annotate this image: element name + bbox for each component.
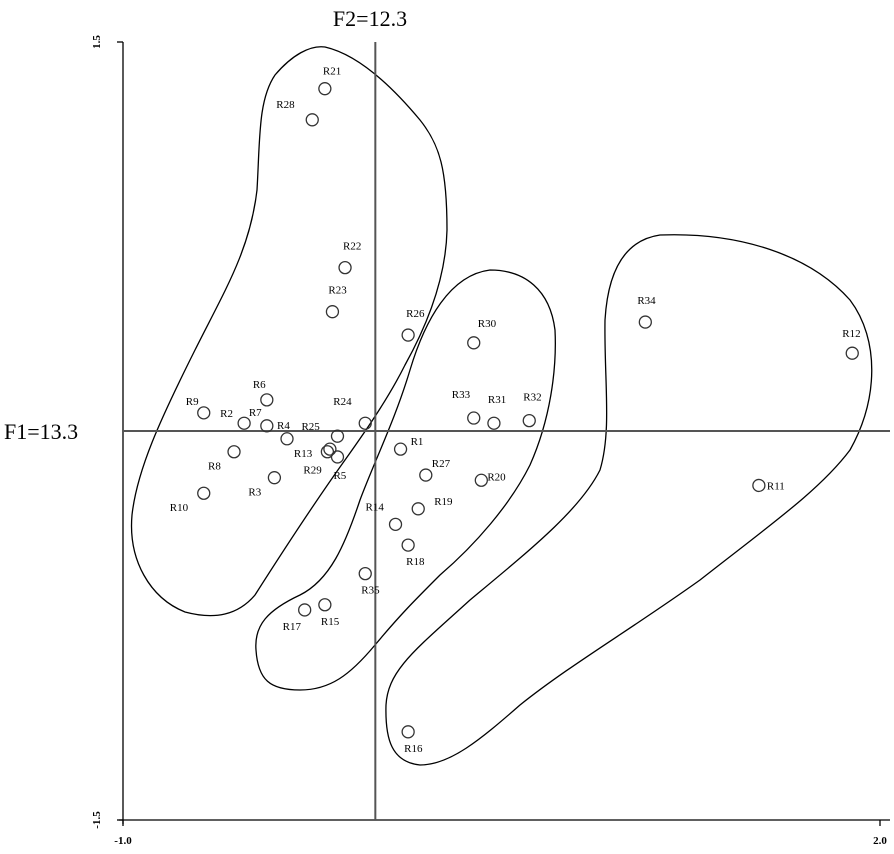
point-label: R20 [487, 471, 506, 483]
point-label: R17 [283, 621, 302, 633]
point-label: R34 [637, 295, 656, 307]
group-outline [255, 269, 556, 691]
point-label: R4 [277, 420, 290, 432]
data-point [358, 416, 372, 430]
data-point [237, 416, 251, 430]
point-label: R35 [361, 585, 380, 597]
data-point [487, 416, 501, 430]
point-label: R26 [406, 308, 425, 320]
y-axis-title: F1=13.3 [4, 419, 78, 444]
point-label: R3 [248, 487, 261, 499]
point-label: R2 [220, 408, 233, 420]
data-point [474, 473, 488, 487]
point-label: R14 [366, 501, 385, 513]
data-point [318, 598, 332, 612]
data-point [467, 411, 481, 425]
point-label: R6 [253, 379, 266, 391]
data-point [388, 517, 403, 532]
point-label: R5 [333, 470, 346, 482]
data-point [325, 305, 340, 319]
point-label: R13 [294, 448, 313, 460]
group-outline [130, 46, 448, 617]
point-label: R1 [411, 436, 424, 448]
y-tick-label: -1.5 [91, 811, 103, 829]
point-label: R21 [323, 66, 341, 78]
point-label: R33 [452, 389, 471, 401]
data-point [401, 328, 415, 342]
group-outlines [130, 46, 873, 766]
point-label: R12 [842, 328, 860, 340]
data-point [330, 450, 345, 464]
point-label: R27 [432, 458, 451, 470]
data-point [419, 468, 433, 482]
data-point [330, 429, 345, 443]
data-point [338, 260, 352, 275]
data-point [305, 113, 319, 127]
data-point [358, 566, 372, 581]
point-label: R31 [488, 394, 506, 406]
point-label: R18 [406, 556, 425, 568]
x-axis-title: F2=12.3 [333, 6, 407, 31]
data-point [267, 471, 282, 485]
group-outline [385, 234, 873, 766]
point-label: R16 [404, 743, 423, 755]
data-point [638, 315, 652, 329]
point-label: R25 [301, 421, 320, 433]
y-tick-label: 1.5 [91, 35, 103, 49]
point-label: R10 [170, 502, 189, 514]
point-label: R28 [276, 99, 295, 111]
data-point [752, 478, 766, 493]
data-point [227, 445, 241, 459]
data-point [323, 442, 337, 456]
point-label: R8 [208, 461, 221, 473]
data-point [411, 502, 425, 516]
data-point [280, 432, 294, 446]
x-tick-label: -1.0 [114, 835, 132, 847]
data-point [467, 336, 481, 350]
point-label: R15 [321, 616, 340, 628]
point-label: R32 [523, 392, 541, 404]
point-label: R30 [478, 318, 497, 330]
data-point [522, 413, 536, 428]
data-point [197, 406, 211, 420]
point-label: R24 [333, 396, 352, 408]
data-point [845, 346, 859, 360]
point-label: R23 [328, 285, 347, 297]
data-point [260, 419, 274, 433]
data-point [260, 393, 274, 407]
data-point [401, 725, 415, 739]
point-label: R7 [249, 407, 262, 419]
point-label: R22 [343, 241, 361, 253]
data-point [298, 603, 312, 617]
data-point [401, 538, 415, 552]
point-label: R9 [186, 396, 199, 408]
x-tick-label: 2.0 [873, 835, 887, 847]
data-point [318, 82, 332, 96]
point-label: R19 [434, 496, 453, 508]
data-point [197, 486, 211, 500]
point-label: R29 [303, 465, 322, 477]
point-label: R11 [767, 480, 785, 492]
data-point [393, 442, 408, 456]
